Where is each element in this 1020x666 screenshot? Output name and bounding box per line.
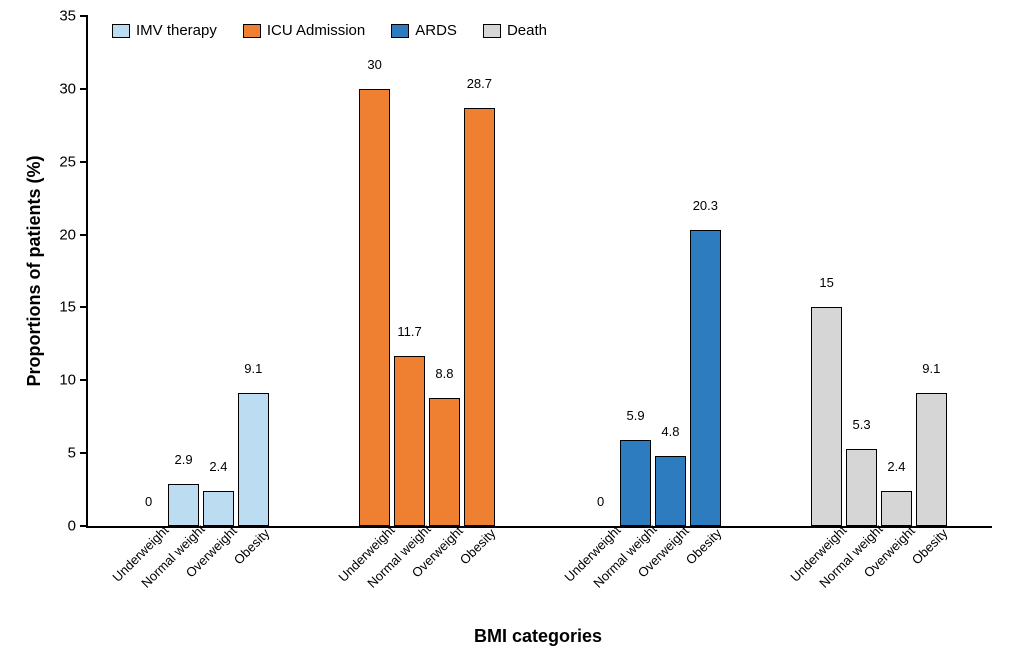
legend-label: IMV therapy [136,22,217,39]
legend: IMV therapy ICU Admission ARDS Death [112,22,547,39]
y-tick-label: 30 [59,80,88,97]
bar [429,398,460,526]
legend-swatch [483,24,501,38]
bar [655,456,686,526]
y-axis-label: Proportions of patients (%) [24,156,45,387]
bar-value-label: 15 [819,275,833,290]
bar-value-label: 0 [145,494,152,509]
legend-item: IMV therapy [112,22,217,39]
bar-value-label: 11.7 [397,324,421,339]
bar-value-label: 5.9 [627,408,645,423]
legend-item: ARDS [391,22,457,39]
bar-value-label: 30 [367,57,381,72]
bar [620,440,651,526]
bar-value-label: 8.8 [435,366,453,381]
legend-label: Death [507,22,547,39]
y-tick-label: 35 [59,8,88,25]
bar [881,491,912,526]
legend-swatch [391,24,409,38]
bar-value-label: 2.4 [887,459,905,474]
legend-item: ICU Admission [243,22,365,39]
bar [238,393,269,526]
y-tick-label: 25 [59,153,88,170]
plot-area: 051015202530350Underweight2.9Normal weig… [86,16,992,528]
chart-container: 051015202530350Underweight2.9Normal weig… [0,0,1020,666]
bar-value-label: 0 [597,494,604,509]
bar [811,307,842,526]
bar [846,449,877,526]
x-axis-label: BMI categories [86,626,990,647]
legend-label: ICU Admission [267,22,365,39]
y-tick-label: 20 [59,226,88,243]
bar [690,230,721,526]
bar [916,393,947,526]
bar-value-label: 20.3 [693,198,718,213]
bar [464,108,495,526]
bar-value-label: 2.4 [209,459,227,474]
bar-value-label: 4.8 [661,424,679,439]
bar-value-label: 9.1 [244,361,262,376]
bar-value-label: 9.1 [922,361,940,376]
legend-swatch [112,24,130,38]
bar [359,89,390,526]
y-tick-label: 5 [68,445,88,462]
bar-value-label: 28.7 [467,76,492,91]
legend-swatch [243,24,261,38]
legend-label: ARDS [415,22,457,39]
y-tick-label: 15 [59,299,88,316]
y-tick-label: 10 [59,372,88,389]
bar-value-label: 2.9 [175,452,193,467]
bar [203,491,234,526]
bar-value-label: 5.3 [853,417,871,432]
legend-item: Death [483,22,547,39]
y-tick-label: 0 [68,518,88,535]
bar [394,356,425,526]
